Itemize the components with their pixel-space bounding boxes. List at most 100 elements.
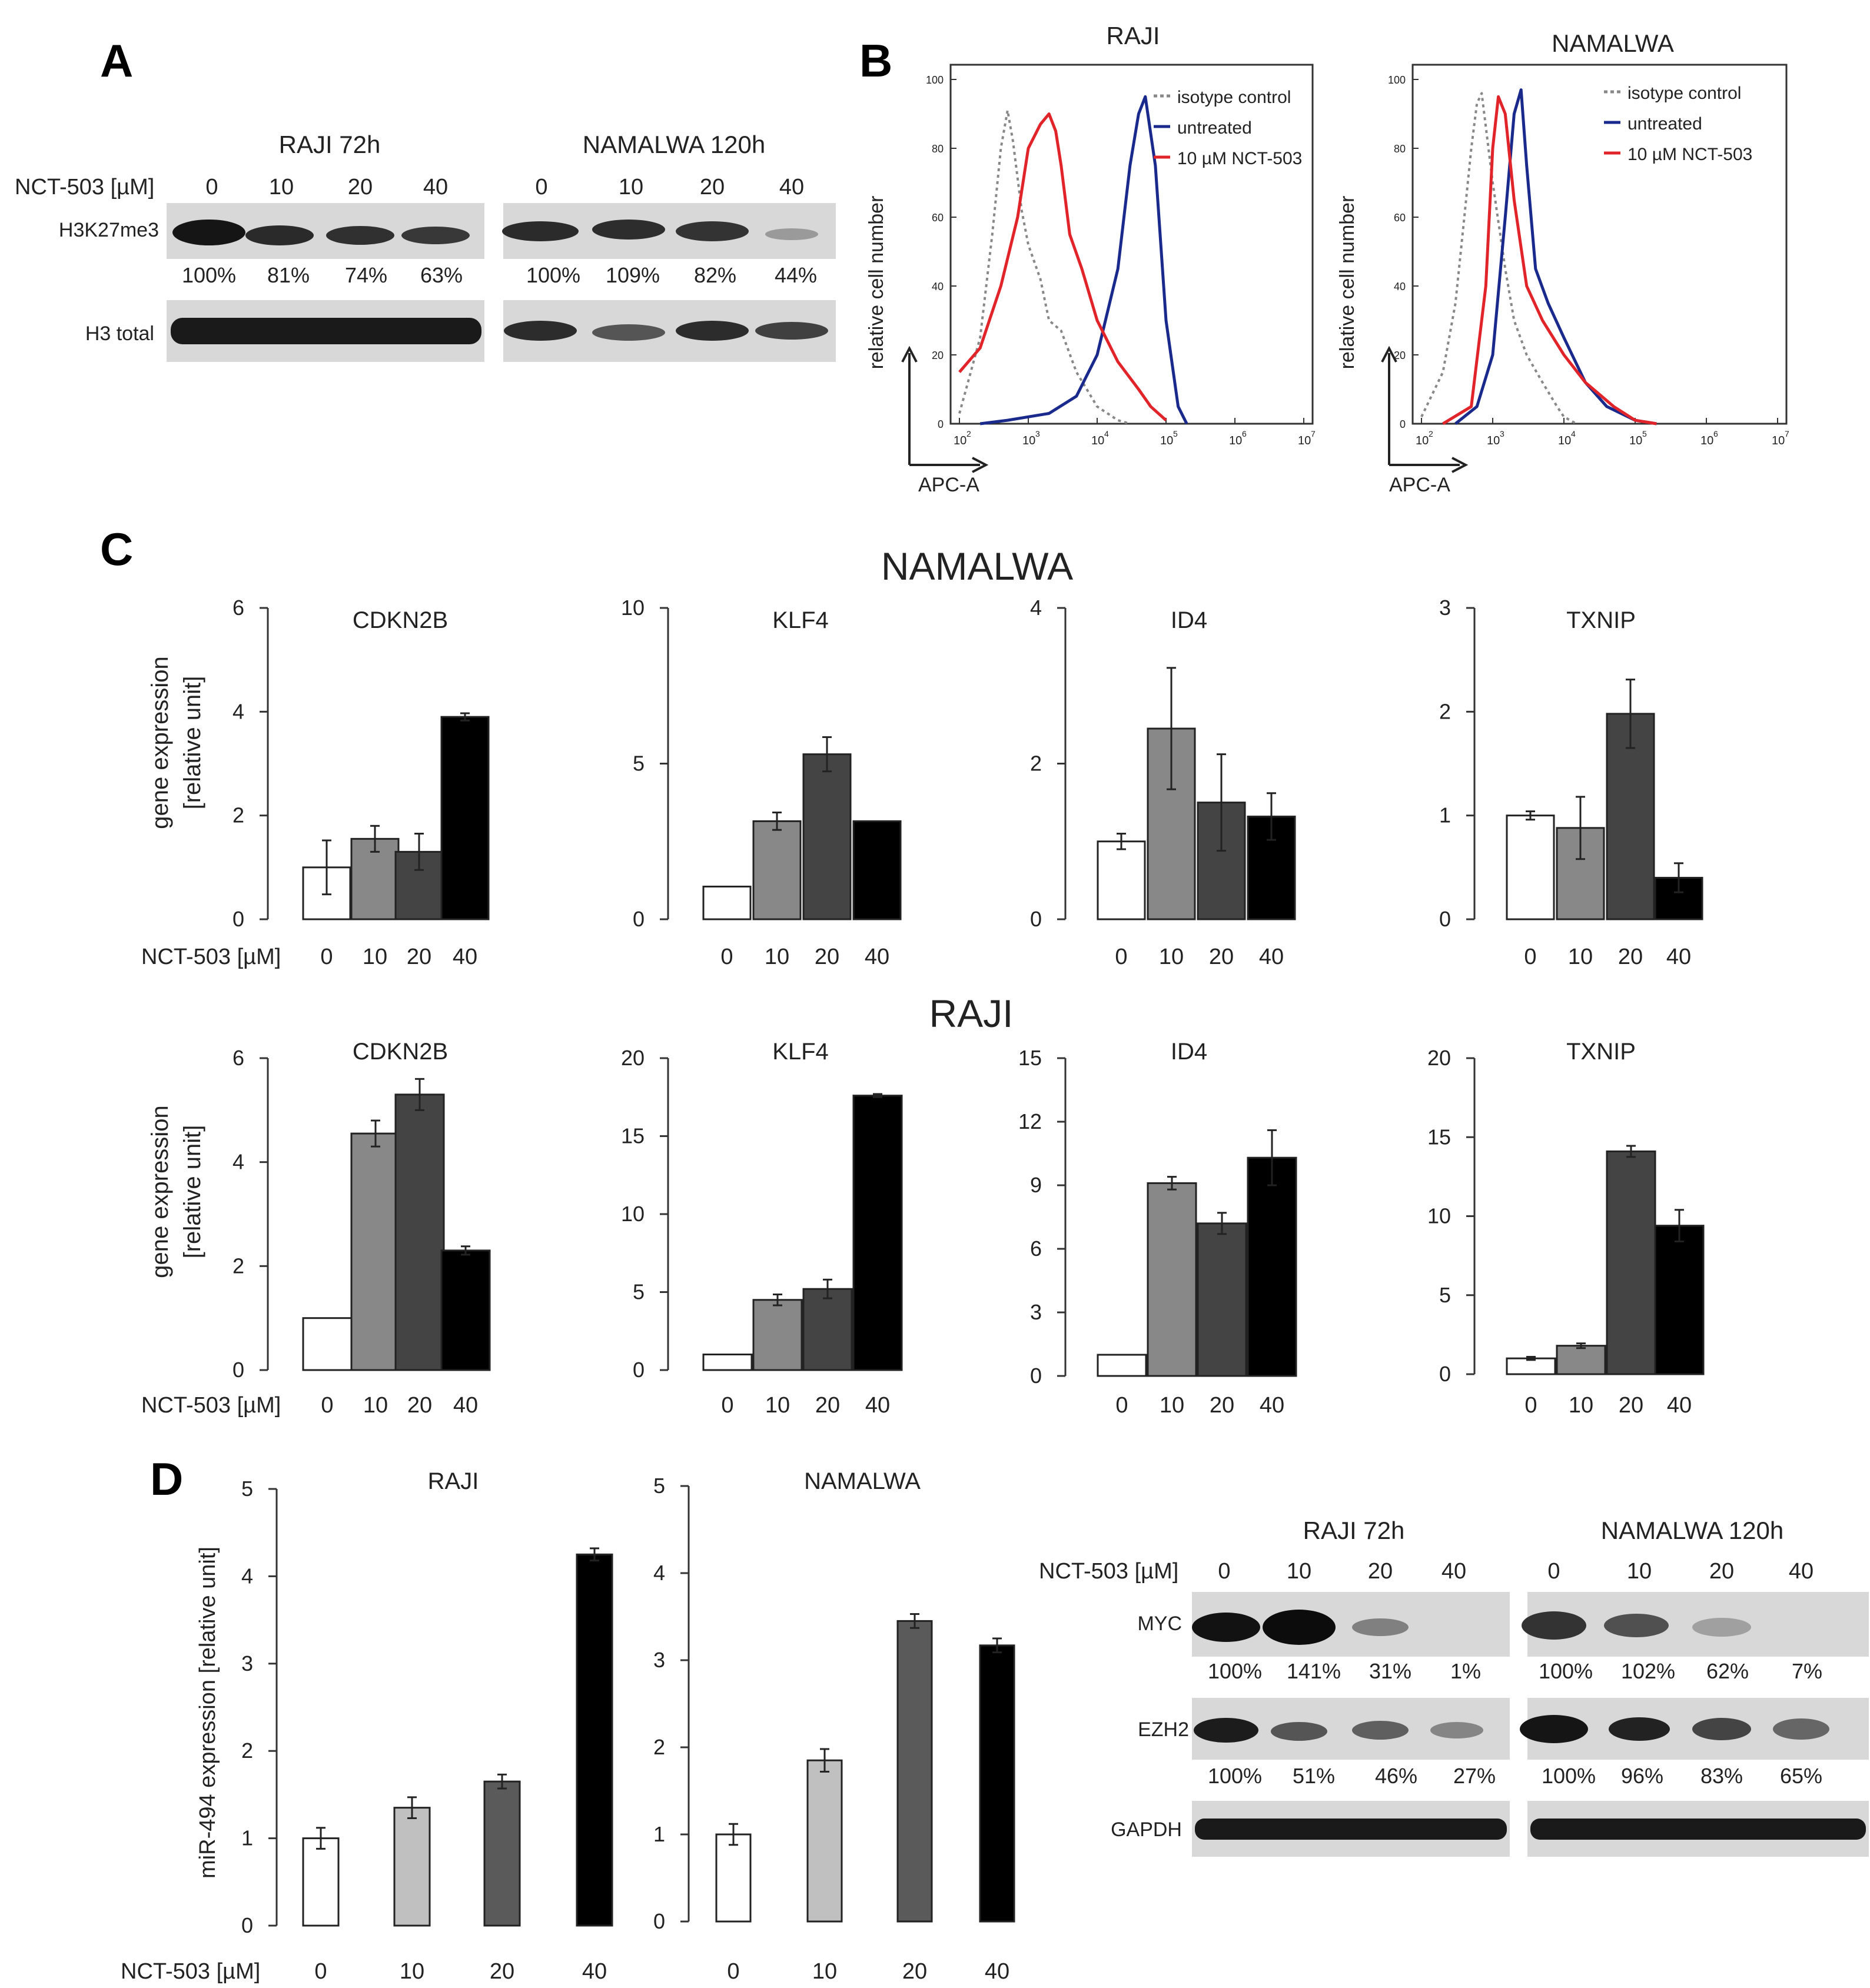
bar-chart-ytick-label: 0	[633, 907, 645, 931]
blot-d-pct: 83%	[1700, 1764, 1743, 1788]
histogram-title: NAMALWA	[1552, 29, 1674, 57]
legend-label: untreated	[1627, 114, 1702, 134]
bar-chart-title: TXNIP	[1566, 1039, 1636, 1065]
bar-chart-ytick-label: 0	[241, 1913, 253, 1937]
histogram-ylabel: relative cell number	[1336, 196, 1359, 370]
bar-category-label: 10	[1159, 945, 1184, 969]
bar-chart-ytick-label: 3	[241, 1651, 253, 1675]
bar-chart-title: KLF4	[772, 607, 829, 633]
bar-category-label: 20	[815, 945, 839, 969]
bar-chart-ytick-label: 1	[653, 1822, 665, 1846]
bar-category-label: 40	[582, 1959, 607, 1984]
bar-chart-ytick-label: 2	[232, 803, 244, 827]
bar	[852, 1095, 903, 1371]
blot-d-pct: 7%	[1792, 1659, 1822, 1683]
panel-c-ylabel: [relative unit]	[180, 1125, 205, 1259]
bar-chart-ytick-label: 0	[1030, 1364, 1042, 1388]
blot-d-dose: 0	[1218, 1559, 1230, 1584]
bar-chart-title: TXNIP	[1566, 607, 1636, 633]
bar-chart-ytick-label: 2	[232, 1254, 244, 1278]
bar-category-label: 0	[1115, 945, 1127, 969]
histogram-ytick-label: 80	[1394, 143, 1406, 155]
bar-chart-ytick-label: 9	[1030, 1173, 1042, 1197]
blot-d-pct: 1%	[1450, 1659, 1481, 1683]
bar-category-label: 20	[1209, 945, 1234, 969]
blot-band	[1692, 1618, 1751, 1637]
blot-d-raji-title: RAJI 72h	[1303, 1517, 1405, 1544]
blot-band	[1520, 1715, 1588, 1743]
bar-chart-ytick-label: 20	[1427, 1046, 1451, 1070]
blot-a-dose: 40	[779, 175, 804, 200]
bar	[483, 1780, 521, 1927]
panel-d-dose-label: NCT-503 [µM]	[121, 1959, 260, 1984]
histogram-xtick-exponent: 3	[1500, 429, 1504, 438]
bar	[1097, 840, 1146, 920]
bar-category-label: 0	[1524, 945, 1536, 969]
histogram-xtick-label: 10	[1487, 434, 1500, 447]
blot-d-pct: 96%	[1621, 1764, 1663, 1788]
histogram-xlabel: APC-A	[918, 474, 979, 496]
bar-category-label: 20	[490, 1959, 514, 1984]
bar-chart-ytick-label: 20	[621, 1046, 645, 1070]
bar-chart-ytick-label: 12	[1018, 1109, 1042, 1133]
blot-band	[765, 228, 818, 240]
histogram-xtick-exponent: 3	[1035, 429, 1040, 438]
bar	[752, 1299, 803, 1371]
blot-a-dose-label: NCT-503 [µM]	[15, 175, 154, 200]
blot-band	[1609, 1717, 1670, 1741]
bar	[979, 1644, 1015, 1923]
blot-a-dose: 40	[423, 175, 448, 200]
bar-chart-ytick-label: 3	[1030, 1300, 1042, 1324]
bar-category-label: 10	[1569, 1393, 1593, 1418]
histogram-series-line	[958, 109, 1131, 425]
blot-d-dose: 10	[1287, 1559, 1311, 1584]
bar-chart-ytick-label: 1	[1439, 803, 1451, 827]
panel-label-a: A	[100, 35, 133, 87]
blot-band	[401, 227, 470, 244]
bar-category-label: 40	[985, 1959, 1009, 1984]
bar	[576, 1553, 613, 1927]
blot-d-pct: 102%	[1621, 1659, 1675, 1683]
blot-band	[676, 321, 749, 341]
blot-a-dose: 10	[269, 175, 294, 200]
blot-band	[172, 220, 245, 245]
bar	[1147, 1182, 1197, 1377]
blot-d-dose: 20	[1709, 1559, 1734, 1584]
panel-label-b: B	[859, 35, 892, 87]
blot-a-pct: 82%	[694, 263, 736, 287]
blot-band	[171, 318, 481, 344]
histogram-ytick-label: 20	[932, 350, 944, 361]
bar-chart-ytick-label: 4	[241, 1564, 253, 1588]
bar-category-label: 20	[815, 1393, 840, 1418]
bar	[394, 1093, 445, 1371]
blot-d-dose-label: NCT-503 [µM]	[1039, 1559, 1178, 1584]
histogram-xtick-label: 10	[1298, 434, 1311, 447]
blot-a-dose: 0	[205, 175, 218, 200]
bar-category-label: 40	[865, 945, 889, 969]
legend-label: 10 µM NCT-503	[1177, 149, 1302, 168]
bar-chart-title: ID4	[1171, 607, 1207, 633]
histogram-xtick-exponent: 4	[1571, 429, 1576, 438]
blot-a-dose: 20	[700, 175, 725, 200]
bar-category-label: 20	[902, 1959, 927, 1984]
bar-category-label: 20	[407, 945, 431, 969]
blot-band	[1271, 1722, 1327, 1741]
histogram-ytick-label: 100	[926, 74, 944, 86]
bar-category-label: 40	[1667, 1393, 1692, 1418]
bar	[806, 1759, 843, 1923]
bar-category-label: 10	[812, 1959, 837, 1984]
blot-d-namalwa-title: NAMALWA 120h	[1601, 1517, 1783, 1544]
blot-a-namalwa-title: NAMALWA 120h	[583, 131, 765, 158]
blot-band	[1430, 1722, 1483, 1738]
histogram-xtick-label: 10	[1700, 434, 1713, 447]
bar-category-label: 0	[1115, 1393, 1128, 1418]
panel-c-ylabel: [relative unit]	[180, 676, 205, 810]
histogram-series-line	[958, 112, 1167, 421]
bar-chart-ytick-label: 0	[1030, 907, 1042, 931]
blot-a-pct: 74%	[345, 263, 387, 287]
bar	[440, 1249, 491, 1371]
blot-d-pct: 100%	[1208, 1764, 1262, 1788]
bar-category-label: 10	[400, 1959, 424, 1984]
blot-band	[245, 225, 314, 245]
